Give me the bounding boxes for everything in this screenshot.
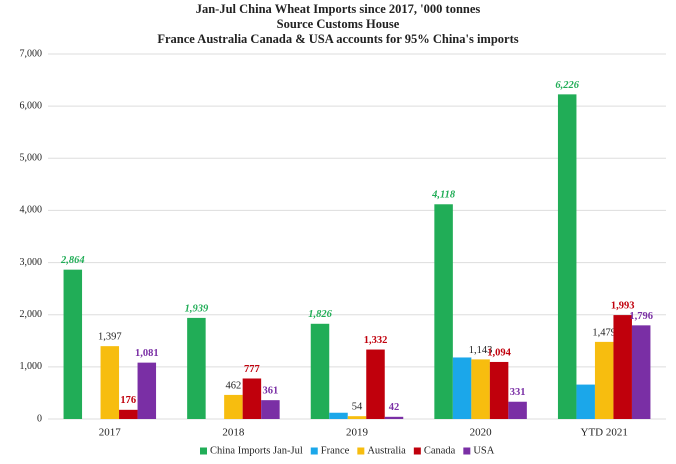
x-tick-label: 2018 bbox=[222, 427, 245, 439]
legend-swatch bbox=[310, 447, 318, 455]
bar bbox=[261, 400, 280, 419]
legend-label: Canada bbox=[424, 445, 456, 456]
y-tick-label: 0 bbox=[37, 413, 42, 424]
bar bbox=[576, 384, 595, 419]
y-tick-label: 1,000 bbox=[20, 361, 43, 372]
bar bbox=[329, 412, 348, 419]
value-label: 1,094 bbox=[487, 347, 511, 358]
bar bbox=[384, 416, 404, 419]
legend-label: France bbox=[321, 445, 350, 456]
bar bbox=[137, 362, 157, 419]
legend-swatch bbox=[200, 447, 207, 455]
value-label: 331 bbox=[510, 387, 526, 398]
value-label: 2,864 bbox=[60, 255, 85, 266]
value-label: 361 bbox=[263, 386, 279, 397]
legend-swatch bbox=[413, 447, 421, 455]
bar bbox=[452, 357, 472, 419]
value-label: 1,993 bbox=[611, 300, 635, 311]
legend-label: Australia bbox=[367, 445, 406, 456]
bar bbox=[434, 204, 453, 419]
bar bbox=[631, 325, 651, 419]
x-tick-label: 2017 bbox=[99, 427, 122, 439]
bar bbox=[242, 378, 262, 419]
bar bbox=[489, 361, 509, 419]
y-tick-label: 7,000 bbox=[20, 48, 43, 59]
bar bbox=[63, 269, 83, 419]
value-label: 1,081 bbox=[135, 348, 159, 359]
y-tick-label: 6,000 bbox=[20, 100, 43, 111]
bar bbox=[347, 416, 367, 419]
legend-swatch bbox=[463, 447, 471, 455]
bar bbox=[366, 349, 385, 419]
value-label: 462 bbox=[226, 380, 242, 391]
legend-label: China Imports Jan-Jul bbox=[210, 445, 303, 456]
bar bbox=[310, 323, 330, 419]
bar bbox=[119, 409, 138, 419]
y-tick-label: 2,000 bbox=[20, 309, 43, 320]
value-label: 42 bbox=[389, 402, 400, 413]
value-label: 1,826 bbox=[308, 309, 332, 320]
value-label: 777 bbox=[244, 364, 260, 375]
value-label: 54 bbox=[352, 402, 363, 413]
bar bbox=[594, 341, 614, 419]
bar bbox=[187, 317, 206, 419]
legend-swatch bbox=[357, 447, 365, 455]
bar bbox=[557, 94, 577, 419]
chart-subtitle: Source Customs House bbox=[277, 17, 400, 31]
value-label: 1,479 bbox=[592, 327, 616, 338]
value-label: 1,143 bbox=[469, 345, 493, 356]
chart-title: Jan-Jul China Wheat Imports since 2017, … bbox=[196, 2, 481, 16]
y-tick-label: 4,000 bbox=[20, 205, 43, 216]
value-label: 1,939 bbox=[185, 303, 209, 314]
legend-label: USA bbox=[473, 445, 494, 456]
value-label: 1,397 bbox=[98, 332, 122, 343]
value-label: 6,226 bbox=[555, 80, 579, 91]
x-tick-label: 2019 bbox=[346, 427, 369, 439]
bar bbox=[508, 401, 527, 419]
x-tick-label: 2020 bbox=[470, 427, 493, 439]
y-tick-label: 5,000 bbox=[20, 153, 43, 164]
value-label: 1,332 bbox=[364, 335, 388, 346]
chart-annotation: France Australia Canada & USA accounts f… bbox=[157, 32, 518, 46]
value-label: 1,796 bbox=[629, 311, 653, 322]
bar bbox=[100, 346, 120, 419]
bar bbox=[471, 359, 490, 419]
bar bbox=[224, 394, 243, 419]
y-tick-label: 3,000 bbox=[20, 257, 43, 268]
x-tick-label: YTD 2021 bbox=[581, 427, 628, 439]
bar bbox=[613, 315, 632, 419]
value-label: 176 bbox=[120, 395, 136, 406]
value-label: 4,118 bbox=[431, 190, 456, 201]
